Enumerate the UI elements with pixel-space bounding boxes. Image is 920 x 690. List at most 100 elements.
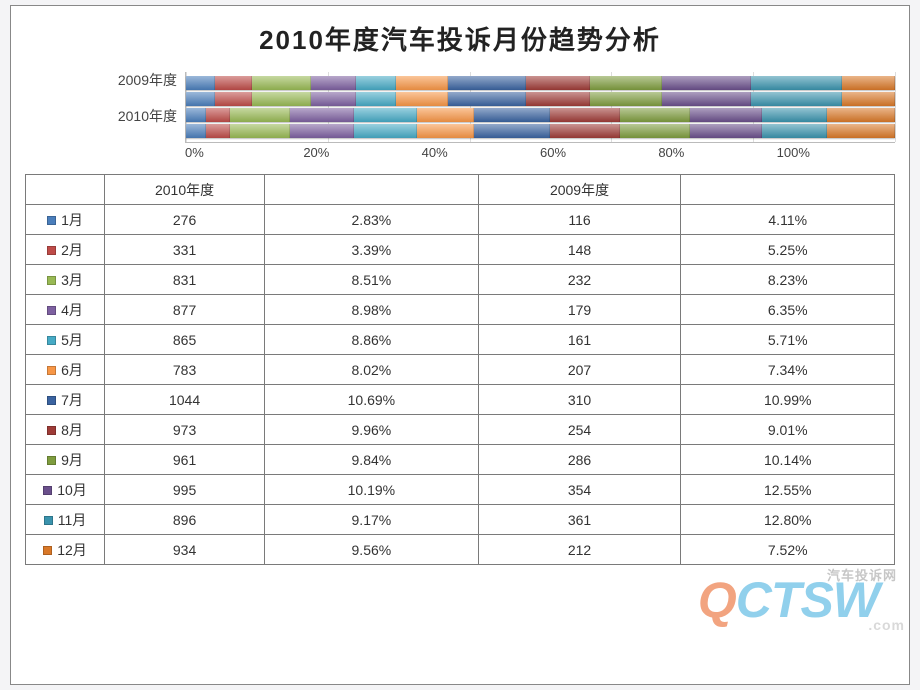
header-2009-pct <box>681 175 895 205</box>
x-tick: 60% <box>540 145 658 160</box>
table-row: 7月104410.69%31010.99% <box>26 385 895 415</box>
bar-segment <box>356 92 396 106</box>
bar-segment <box>206 108 230 122</box>
month-cell: 4月 <box>26 295 105 325</box>
count-2009-cell: 232 <box>478 265 681 295</box>
bar-segment <box>311 92 356 106</box>
pct-2009-cell: 12.80% <box>681 505 895 535</box>
x-tick: 80% <box>658 145 776 160</box>
bar-segment <box>827 124 895 138</box>
chart-plot-area <box>185 72 895 143</box>
bar-segment <box>526 92 590 106</box>
legend-swatch <box>47 456 56 465</box>
month-label: 7月 <box>61 392 83 408</box>
month-label: 9月 <box>61 452 83 468</box>
pct-2009-cell: 8.23% <box>681 265 895 295</box>
y-axis-labels: 2009年度2010年度 <box>25 71 185 143</box>
bar-segment <box>690 108 762 122</box>
bar-segment <box>252 92 310 106</box>
bar-segment <box>762 108 827 122</box>
bar-segment <box>550 108 621 122</box>
y-axis-label: 2010年度 <box>25 107 177 125</box>
pct-2009-cell: 5.25% <box>681 235 895 265</box>
bar-segment <box>290 124 354 138</box>
bar-segment <box>620 124 690 138</box>
bar-segment <box>230 108 290 122</box>
bar-segment <box>827 108 895 122</box>
bar-segment <box>354 108 417 122</box>
stacked-bar-chart: 2009年度2010年度 <box>25 71 895 143</box>
pct-2010-cell: 10.19% <box>265 475 479 505</box>
chart-title: 2010年度汽车投诉月份趋势分析 <box>25 20 895 57</box>
table-row: 11月 8969.17%36112.80% <box>26 505 895 535</box>
count-2010-cell: 331 <box>105 235 265 265</box>
count-2010-cell: 877 <box>105 295 265 325</box>
table-row: 1月2762.83%1164.11% <box>26 205 895 235</box>
pct-2010-cell: 9.17% <box>265 505 479 535</box>
pct-2009-cell: 6.35% <box>681 295 895 325</box>
table-header-row: 2010年度 2009年度 <box>26 175 895 205</box>
header-2009-count: 2009年度 <box>478 175 681 205</box>
count-2010-cell: 276 <box>105 205 265 235</box>
count-2010-cell: 961 <box>105 445 265 475</box>
month-label: 11月 <box>58 512 87 528</box>
legend-swatch <box>47 336 56 345</box>
count-2009-cell: 310 <box>478 385 681 415</box>
month-cell: 2月 <box>26 235 105 265</box>
stacked-bar <box>186 124 895 138</box>
bar-segment <box>474 108 550 122</box>
month-cell: 3月 <box>26 265 105 295</box>
watermark-text: QCTSW <box>698 572 879 628</box>
bar-segment <box>215 92 252 106</box>
bar-segment <box>550 124 621 138</box>
x-tick: 40% <box>422 145 540 160</box>
pct-2009-cell: 7.52% <box>681 535 895 565</box>
count-2009-cell: 286 <box>478 445 681 475</box>
month-cell: 6月 <box>26 355 105 385</box>
month-cell: 9月 <box>26 445 105 475</box>
pct-2010-cell: 8.51% <box>265 265 479 295</box>
bar-segment <box>526 76 590 90</box>
bar-segment <box>396 92 448 106</box>
month-label: 3月 <box>61 272 83 288</box>
bar-segment <box>474 124 550 138</box>
count-2009-cell: 361 <box>478 505 681 535</box>
legend-swatch <box>47 426 56 435</box>
count-2010-cell: 896 <box>105 505 265 535</box>
bar-segment <box>762 124 827 138</box>
bar-segment <box>396 76 448 90</box>
legend-swatch <box>47 366 56 375</box>
x-tick: 20% <box>303 145 421 160</box>
bar-segment <box>662 76 751 90</box>
month-cell: 8月 <box>26 415 105 445</box>
chart-panel: 2010年度汽车投诉月份趋势分析 2009年度2010年度 0% 20% 40%… <box>10 5 910 685</box>
table-row: 3月8318.51%2328.23% <box>26 265 895 295</box>
count-2009-cell: 354 <box>478 475 681 505</box>
bar-segment <box>690 124 762 138</box>
table-row: 8月9739.96%2549.01% <box>26 415 895 445</box>
bar-segment <box>252 76 310 90</box>
pct-2010-cell: 8.98% <box>265 295 479 325</box>
pct-2009-cell: 12.55% <box>681 475 895 505</box>
count-2010-cell: 995 <box>105 475 265 505</box>
table-row: 5月8658.86%1615.71% <box>26 325 895 355</box>
count-2009-cell: 161 <box>478 325 681 355</box>
month-label: 2月 <box>61 242 83 258</box>
header-2010-count: 2010年度 <box>105 175 265 205</box>
bar-segment <box>417 108 474 122</box>
month-label: 6月 <box>61 362 83 378</box>
pct-2010-cell: 8.02% <box>265 355 479 385</box>
pct-2010-cell: 9.56% <box>265 535 479 565</box>
month-cell: 12月 <box>26 535 105 565</box>
pct-2009-cell: 9.01% <box>681 415 895 445</box>
bar-segment <box>842 76 895 90</box>
month-cell: 11月 <box>26 505 105 535</box>
pct-2010-cell: 2.83% <box>265 205 479 235</box>
pct-2009-cell: 10.14% <box>681 445 895 475</box>
pct-2009-cell: 7.34% <box>681 355 895 385</box>
header-blank <box>26 175 105 205</box>
bar-segment <box>751 92 842 106</box>
legend-swatch <box>44 516 53 525</box>
bar-segment <box>354 124 417 138</box>
table-row: 6月7838.02%2077.34% <box>26 355 895 385</box>
